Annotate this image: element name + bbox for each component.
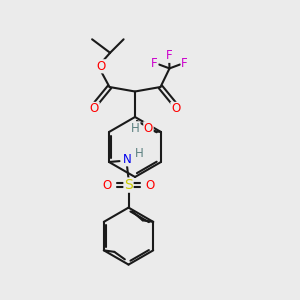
Text: O: O — [97, 60, 106, 73]
Text: F: F — [151, 56, 158, 70]
Text: O: O — [102, 178, 112, 192]
Text: O: O — [146, 178, 155, 192]
Text: O: O — [144, 122, 153, 135]
Text: H: H — [131, 122, 140, 135]
Text: O: O — [171, 102, 180, 116]
Text: F: F — [166, 49, 173, 62]
Text: S: S — [124, 178, 133, 192]
Text: F: F — [181, 56, 188, 70]
Text: H: H — [135, 146, 143, 160]
Text: N: N — [123, 153, 131, 166]
Text: O: O — [90, 102, 99, 116]
